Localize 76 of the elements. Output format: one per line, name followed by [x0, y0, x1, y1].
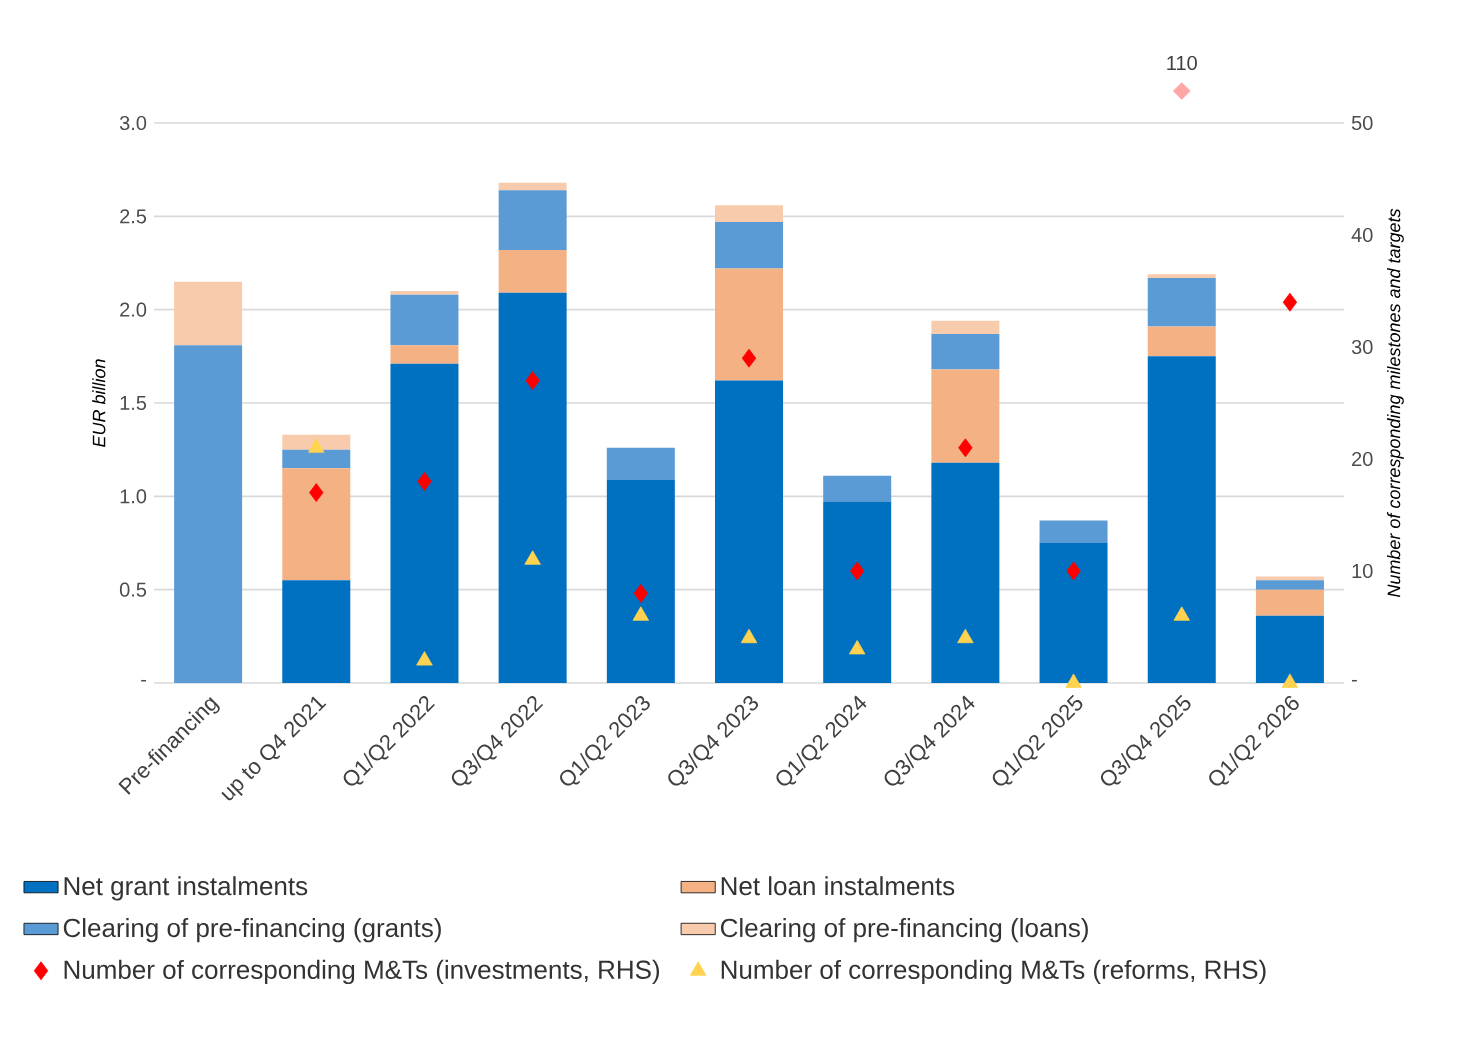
bar [282, 468, 351, 581]
bar [1147, 277, 1216, 327]
y2-tick-label: 40 [1351, 227, 1373, 243]
point [1282, 292, 1298, 312]
bar [282, 434, 351, 450]
bar [1039, 543, 1108, 683]
bar [606, 447, 675, 480]
bar [498, 249, 567, 293]
y2-tick-label: 50 [1351, 115, 1373, 131]
point [633, 584, 648, 603]
bar [823, 475, 892, 502]
legend-label: Number of corresponding M&Ts (investments, RHS) [64, 959, 660, 985]
bar [390, 345, 459, 364]
bar [931, 333, 1000, 370]
y-tick-label: - [141, 679, 147, 682]
point [1173, 606, 1190, 621]
bar [498, 182, 567, 191]
point [958, 438, 973, 458]
point [308, 438, 325, 453]
point [417, 472, 432, 491]
point [309, 483, 324, 502]
y-tick-label: 1.5 [120, 396, 147, 410]
y-axis-title: EUR billion [92, 359, 106, 447]
y-tick-label: 3.0 [119, 115, 147, 131]
bar [606, 479, 675, 683]
legend-label: Number of corresponding M&Ts (reforms, RHS) [721, 959, 1266, 985]
point [524, 550, 541, 565]
point [850, 561, 865, 581]
y2-tick-label: 10 [1352, 563, 1373, 579]
y-tick-label: 0.5 [119, 582, 147, 597]
bar [282, 580, 351, 683]
bar [931, 462, 1000, 683]
y2-tick-label: - [1351, 679, 1357, 682]
bar [174, 345, 243, 683]
point [957, 628, 974, 644]
bar [1147, 356, 1216, 683]
point [740, 628, 758, 644]
text: 110 [1167, 55, 1197, 71]
point [1281, 673, 1299, 688]
bar [1147, 274, 1216, 278]
bar [715, 380, 784, 683]
bar [1255, 580, 1324, 590]
point [741, 348, 757, 368]
y-tick-label: 1.0 [120, 489, 147, 504]
legend-label: Net loan instalments [721, 876, 955, 896]
bar [390, 291, 459, 295]
bar [1039, 520, 1108, 543]
point [632, 606, 650, 621]
bar [390, 363, 459, 683]
y-tick-label: 2.0 [120, 302, 147, 317]
point [416, 651, 433, 666]
legend-label: Clearing of pre-financing (grants) [63, 918, 441, 943]
bar [715, 268, 784, 381]
point [1065, 673, 1082, 688]
y2-tick-label: 20 [1352, 451, 1373, 467]
y-tick-label: 2.5 [120, 209, 147, 224]
bar [1255, 589, 1324, 616]
bar [1147, 326, 1216, 357]
bar [1255, 615, 1324, 683]
bar [931, 320, 1000, 334]
bar [390, 294, 459, 346]
bar [931, 369, 1000, 463]
y2-axis-title: Number of corresponding milestones and targets [1387, 208, 1404, 598]
bar [498, 292, 567, 683]
bar [282, 449, 351, 469]
y2-tick-label: 30 [1351, 339, 1373, 355]
legend-label: Clearing of pre-financing (loans) [720, 918, 1088, 943]
point [1066, 561, 1081, 581]
bar [715, 221, 784, 269]
bar [715, 205, 784, 222]
point [849, 640, 866, 655]
bar [174, 281, 243, 346]
bar [823, 501, 892, 683]
legend-label: Net grant instalments [64, 876, 308, 901]
bar [498, 190, 567, 250]
point [525, 371, 540, 390]
